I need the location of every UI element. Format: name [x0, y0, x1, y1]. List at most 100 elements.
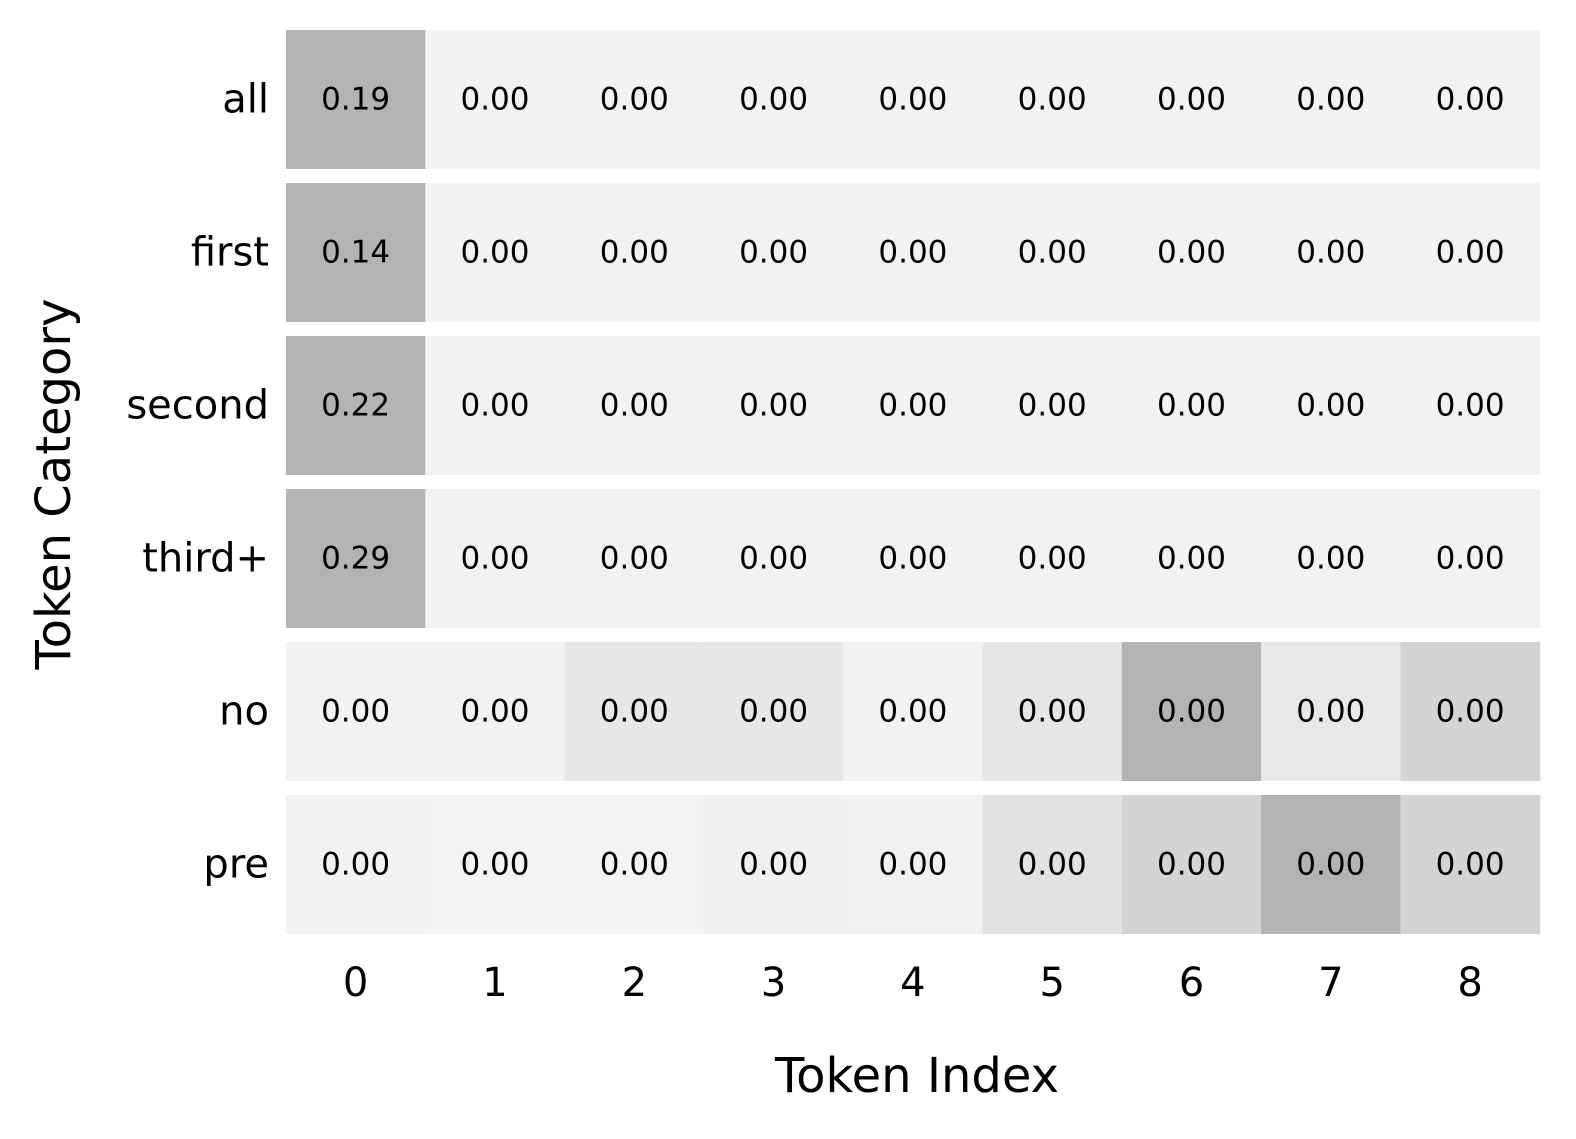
heatmap-cell-pre-3 — [703, 795, 844, 934]
heatmap-cell-no-6 — [1121, 642, 1262, 781]
cell-value-label: 0.00 — [739, 388, 808, 424]
heatmap-cell-third+-5 — [982, 489, 1123, 628]
cell-value-label: 0.00 — [1436, 694, 1505, 730]
heatmap-cell-second-0 — [286, 336, 426, 475]
heatmap-cell-all-7 — [1261, 30, 1401, 169]
cell-value-label: 0.22 — [321, 388, 390, 424]
cell-value-label: 0.00 — [600, 235, 669, 271]
cell-value-label: 0.00 — [321, 694, 390, 730]
heatmap-cells — [286, 30, 1541, 934]
cell-value-label: 0.00 — [739, 694, 808, 730]
cell-value-label: 0.00 — [600, 847, 669, 883]
cell-value-label: 0.00 — [878, 388, 947, 424]
x-tick-label: 0 — [343, 960, 368, 1006]
heatmap-cell-second-5 — [982, 336, 1123, 475]
heatmap-cell-third+-2 — [564, 489, 705, 628]
heatmap-cell-second-8 — [1400, 336, 1541, 475]
cell-value-label: 0.00 — [878, 694, 947, 730]
cell-value-label: 0.00 — [460, 82, 529, 118]
y-tick-label: third+ — [142, 536, 269, 582]
heatmap-cell-first-0 — [286, 183, 426, 322]
y-axis-title: Token Category — [26, 298, 82, 670]
cell-value-label: 0.00 — [460, 388, 529, 424]
cell-value-label: 0.00 — [739, 235, 808, 271]
heatmap-cell-second-2 — [564, 336, 705, 475]
heatmap-cell-no-5 — [982, 642, 1123, 781]
heatmap-cell-pre-1 — [425, 795, 566, 934]
y-tick-label: first — [191, 230, 269, 276]
x-tick-label: 7 — [1318, 960, 1343, 1006]
cell-value-label: 0.00 — [1157, 847, 1226, 883]
heatmap-cell-third+-4 — [843, 489, 984, 628]
y-tick-label: all — [222, 77, 269, 123]
cell-value-label: 0.00 — [1296, 847, 1365, 883]
cell-value-label: 0.00 — [1296, 388, 1365, 424]
heatmap-cell-first-1 — [425, 183, 566, 322]
cell-value-label: 0.00 — [321, 847, 390, 883]
heatmap-cell-labels: 0.19 0.00 0.00 0.00 0.00 0.00 0.00 0.00 0.00 0.14… — [321, 82, 1505, 883]
heatmap-cell-third+-8 — [1400, 489, 1541, 628]
cell-value-label: 0.00 — [1018, 694, 1087, 730]
heatmap-cell-second-1 — [425, 336, 566, 475]
heatmap-cell-third+-0 — [286, 489, 426, 628]
cell-value-label: 0.00 — [878, 82, 947, 118]
heatmap-cell-all-1 — [425, 30, 566, 169]
cell-value-label: 0.00 — [1436, 82, 1505, 118]
y-tick-label: no — [219, 689, 269, 735]
x-tick-label: 3 — [761, 960, 786, 1006]
heatmap-cell-first-5 — [982, 183, 1123, 322]
cell-value-label: 0.00 — [1436, 235, 1505, 271]
x-tick-label: 6 — [1179, 960, 1204, 1006]
heatmap-cell-all-2 — [564, 30, 705, 169]
cell-value-label: 0.19 — [321, 82, 390, 118]
heatmap-cell-first-4 — [843, 183, 984, 322]
cell-value-label: 0.00 — [739, 82, 808, 118]
cell-value-label: 0.00 — [1296, 541, 1365, 577]
cell-value-label: 0.00 — [1296, 694, 1365, 730]
cell-value-label: 0.00 — [739, 847, 808, 883]
heatmap-cell-first-2 — [564, 183, 705, 322]
x-tick-label: 8 — [1457, 960, 1482, 1006]
cell-value-label: 0.00 — [1436, 847, 1505, 883]
x-axis-title: Token Index — [774, 1048, 1059, 1104]
heatmap-cell-second-7 — [1261, 336, 1401, 475]
heatmap-cell-no-2 — [564, 642, 705, 781]
heatmap-cell-pre-2 — [564, 795, 705, 934]
heatmap-cell-pre-6 — [1121, 795, 1262, 934]
cell-value-label: 0.00 — [1296, 82, 1365, 118]
heatmap-cell-pre-7 — [1261, 795, 1401, 934]
cell-value-label: 0.00 — [1157, 541, 1226, 577]
heatmap-cell-first-6 — [1121, 183, 1262, 322]
cell-value-label: 0.00 — [460, 694, 529, 730]
heatmap-cell-pre-8 — [1400, 795, 1541, 934]
heatmap-cell-first-3 — [703, 183, 844, 322]
heatmap-cell-pre-5 — [982, 795, 1123, 934]
cell-value-label: 0.00 — [1157, 694, 1226, 730]
cell-value-label: 0.14 — [321, 235, 390, 271]
cell-value-label: 0.00 — [600, 541, 669, 577]
x-tick-label: 4 — [900, 960, 925, 1006]
x-axis-tick-labels: 0 1 2 3 4 5 6 7 8 — [343, 960, 1483, 1006]
heatmap-cell-all-3 — [703, 30, 844, 169]
cell-value-label: 0.00 — [460, 541, 529, 577]
cell-value-label: 0.00 — [1018, 541, 1087, 577]
cell-value-label: 0.00 — [460, 235, 529, 271]
heatmap-cell-no-4 — [843, 642, 984, 781]
heatmap-cell-second-3 — [703, 336, 844, 475]
heatmap-cell-pre-4 — [843, 795, 984, 934]
cell-value-label: 0.00 — [1018, 235, 1087, 271]
heatmap-cell-no-7 — [1261, 642, 1401, 781]
cell-value-label: 0.00 — [600, 82, 669, 118]
cell-value-label: 0.00 — [739, 541, 808, 577]
heatmap-cell-first-7 — [1261, 183, 1401, 322]
cell-value-label: 0.00 — [1157, 82, 1226, 118]
cell-value-label: 0.00 — [600, 694, 669, 730]
cell-value-label: 0.00 — [1018, 388, 1087, 424]
cell-value-label: 0.00 — [600, 388, 669, 424]
heatmap-cell-no-3 — [703, 642, 844, 781]
cell-value-label: 0.00 — [460, 847, 529, 883]
heatmap-cell-no-8 — [1400, 642, 1541, 781]
cell-value-label: 0.00 — [1436, 541, 1505, 577]
heatmap-cell-third+-1 — [425, 489, 566, 628]
